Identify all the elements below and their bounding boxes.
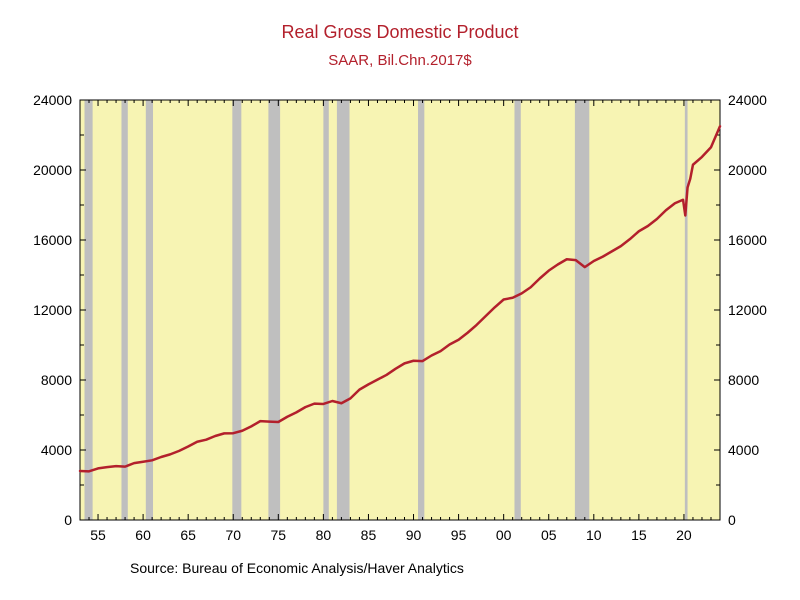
- svg-text:65: 65: [180, 527, 196, 543]
- svg-text:8000: 8000: [41, 372, 72, 388]
- svg-text:16000: 16000: [33, 232, 72, 248]
- svg-text:12000: 12000: [33, 302, 72, 318]
- svg-text:20: 20: [676, 527, 692, 543]
- svg-text:0: 0: [728, 512, 736, 528]
- chart-source: Source: Bureau of Economic Analysis/Have…: [130, 560, 464, 576]
- chart-plot: 0040004000800080001200012000160001600020…: [0, 0, 800, 600]
- svg-text:15: 15: [631, 527, 647, 543]
- svg-text:00: 00: [496, 527, 512, 543]
- svg-text:0: 0: [64, 512, 72, 528]
- svg-text:90: 90: [406, 527, 422, 543]
- svg-text:24000: 24000: [33, 92, 72, 108]
- chart-container: Real Gross Domestic Product SAAR, Bil.Ch…: [0, 0, 800, 600]
- svg-text:05: 05: [541, 527, 557, 543]
- svg-text:20000: 20000: [33, 162, 72, 178]
- svg-text:4000: 4000: [41, 442, 72, 458]
- svg-text:75: 75: [271, 527, 287, 543]
- svg-text:95: 95: [451, 527, 467, 543]
- svg-text:8000: 8000: [728, 372, 759, 388]
- svg-text:10: 10: [586, 527, 602, 543]
- svg-text:70: 70: [225, 527, 241, 543]
- svg-text:55: 55: [90, 527, 106, 543]
- svg-text:16000: 16000: [728, 232, 767, 248]
- svg-text:80: 80: [316, 527, 332, 543]
- svg-text:12000: 12000: [728, 302, 767, 318]
- svg-text:85: 85: [361, 527, 377, 543]
- svg-text:4000: 4000: [728, 442, 759, 458]
- svg-text:24000: 24000: [728, 92, 767, 108]
- svg-text:60: 60: [135, 527, 151, 543]
- svg-text:20000: 20000: [728, 162, 767, 178]
